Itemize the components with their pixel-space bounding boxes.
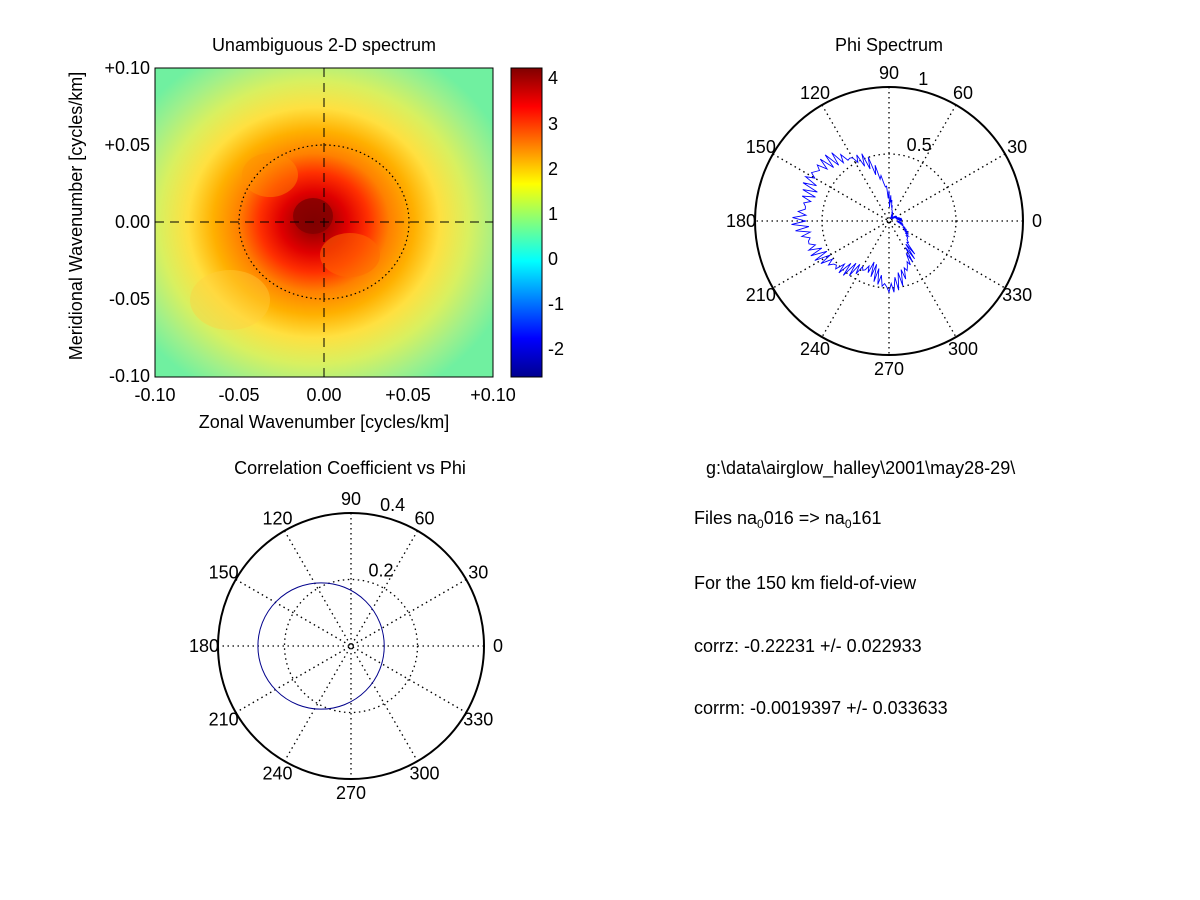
heatmap-title: Unambiguous 2-D spectrum: [212, 35, 436, 55]
polar-angle-label: 60: [414, 509, 434, 529]
heatmap-lobe: [190, 270, 270, 330]
y-tick-label: -0.05: [109, 289, 150, 309]
polar-angle-label: 330: [1002, 285, 1032, 305]
files-subscript: 0: [757, 517, 764, 531]
colorbar-ticks: 4 3 2 1 0 -1 -2: [548, 68, 564, 359]
polar-angle-label: 300: [409, 763, 439, 783]
polar-angle-label: 240: [262, 763, 292, 783]
polar-ring-label: 0.2: [369, 561, 394, 581]
polar-ring-label: 0.5: [907, 135, 932, 155]
data-path-text: g:\data\airglow_halley\2001\may28-29\: [706, 458, 1016, 478]
files-text: Files na0016 => na0161: [694, 508, 882, 531]
polar-angle-label: 90: [341, 489, 361, 509]
files-mid: 016 => na: [763, 508, 845, 528]
polar-angle-label: 120: [262, 509, 292, 529]
heatmap-x-ticks: -0.10 -0.05 0.00 +0.05 +0.10: [134, 385, 515, 405]
polar-ring-label: 1: [918, 69, 928, 89]
heatmap-lobe: [242, 153, 298, 197]
colorbar-tick-label: 3: [548, 114, 558, 134]
polar-ring-label: 0.4: [380, 495, 405, 515]
colorbar-tick-label: 2: [548, 159, 558, 179]
heatmap-peak: [293, 198, 333, 234]
heatmap-y-ticks: +0.10 +0.05 0.00 -0.05 -0.10: [104, 58, 150, 386]
polar-angle-label: 30: [468, 563, 488, 583]
x-tick-label: 0.00: [306, 385, 341, 405]
polar-angle-label: 270: [874, 359, 904, 379]
colorbar: [510, 67, 543, 378]
polar-ring: [821, 153, 957, 289]
polar-angle-label: 210: [209, 710, 239, 730]
polar-angle-label: 0: [493, 636, 503, 656]
polar-angle-label: 330: [463, 710, 493, 730]
y-tick-label: +0.10: [104, 58, 150, 78]
x-tick-label: +0.05: [385, 385, 431, 405]
heatmap-reference-circle: [238, 144, 410, 300]
phi-spectrum-panel: Phi Spectrum 0.5 1 0 30 60 90 120 150 180 210 240 2…: [726, 35, 1042, 379]
x-tick-label: -0.05: [218, 385, 259, 405]
colorbar-tick-label: -1: [548, 294, 564, 314]
correlation-trace: [257, 582, 385, 710]
polar-angle-label: 180: [726, 211, 756, 231]
heatmap-blobs: [190, 153, 380, 330]
heatmap-panel: Unambiguous 2-D spectrum -0.10 -0.05 0.0…: [66, 35, 564, 432]
polar-angle-label: 180: [189, 636, 219, 656]
field-of-view-text: For the 150 km field-of-view: [694, 573, 917, 593]
heatmap-y-axis-label: Meridional Wavenumber [cycles/km]: [66, 72, 86, 360]
polar-angle-label: 60: [953, 83, 973, 103]
corrm-text: corrm: -0.0019397 +/- 0.033633: [694, 698, 948, 718]
polar-angle-label: 150: [746, 137, 776, 157]
x-tick-label: +0.10: [470, 385, 516, 405]
files-suffix: 161: [851, 508, 882, 528]
phi-spectrum-polar: 0.5 1 0 30 60 90 120 150 180 210 240 270 300 330: [726, 63, 1042, 379]
correlation-title: Correlation Coefficient vs Phi: [234, 458, 466, 478]
polar-angle-label: 300: [948, 339, 978, 359]
phi-spectrum-trace: [791, 152, 916, 294]
y-tick-label: +0.05: [104, 135, 150, 155]
polar-angle-label: 120: [800, 83, 830, 103]
polar-angle-label: 90: [879, 63, 899, 83]
polar-angle-label: 270: [336, 783, 366, 803]
files-subscript: 0: [844, 517, 852, 531]
files-prefix: Files na: [694, 508, 758, 528]
polar-ring: [283, 578, 419, 714]
polar-angle-label: 210: [746, 285, 776, 305]
heatmap-lobe: [320, 233, 380, 277]
y-tick-label: -0.10: [109, 366, 150, 386]
y-tick-label: 0.00: [115, 212, 150, 232]
heatmap-x-axis-label: Zonal Wavenumber [cycles/km]: [199, 412, 449, 432]
correlation-polar: 0.2 0.4 0 30 60 90 120 150 180 210 240 270 300 330: [189, 489, 503, 803]
polar-angle-label: 0: [1032, 211, 1042, 231]
phi-spectrum-title: Phi Spectrum: [835, 35, 943, 55]
x-tick-label: -0.10: [134, 385, 175, 405]
polar-angle-label: 150: [209, 563, 239, 583]
corrz-text: corrz: -0.22231 +/- 0.022933: [694, 636, 922, 656]
colorbar-tick-label: 1: [548, 204, 558, 224]
colorbar-tick-label: 4: [548, 68, 558, 88]
polar-angle-label: 240: [800, 339, 830, 359]
colorbar-tick-label: -2: [548, 339, 564, 359]
correlation-panel: Correlation Coefficient vs Phi 0.2 0.4 0 30…: [189, 458, 503, 803]
polar-angle-label: 30: [1007, 137, 1027, 157]
colorbar-tick-label: 0: [548, 249, 558, 269]
